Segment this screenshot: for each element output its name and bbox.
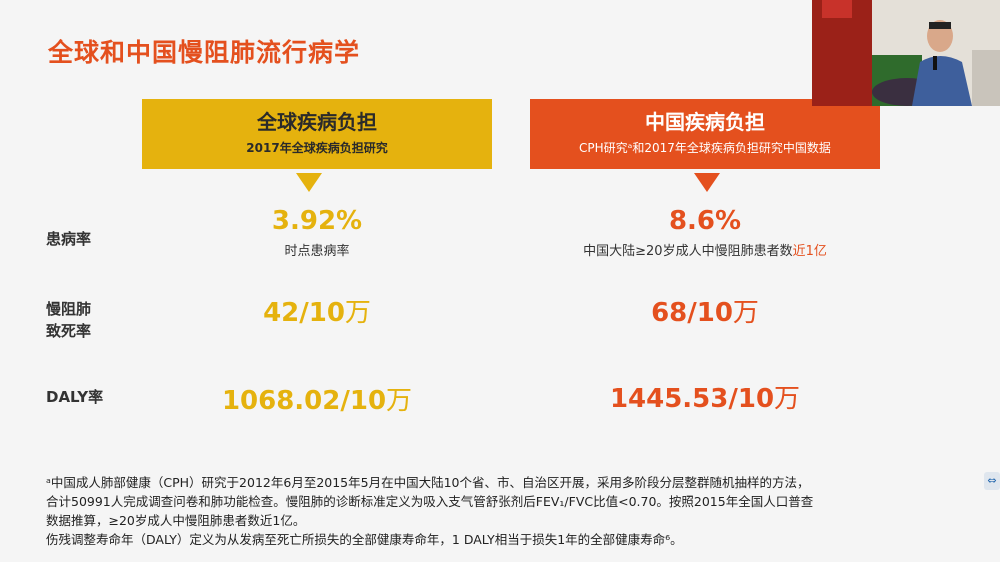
- china-prevalence-desc-main: 中国大陆≥20岁成人中慢阻肺患者数: [583, 244, 793, 259]
- prevalence-label: 患病率: [46, 230, 92, 248]
- global-burden-heading: 全球疾病负担: [257, 110, 377, 134]
- china-burden-subheading: CPH研究ᵃ和2017年全球疾病负担研究中国数据: [579, 141, 831, 155]
- china-mortality-value: 68/10万: [651, 298, 759, 328]
- presenter-video-image: [812, 0, 1000, 106]
- global-prevalence-value: 3.92%: [271, 206, 363, 236]
- footnotes: ᵃ中国成人肺部健康（CPH）研究于2012年6月至2015年5月在中国大陆10个…: [46, 473, 946, 549]
- china-prevalence-desc-highlight: 近1亿: [792, 244, 827, 259]
- slide-title: 全球和中国慢阻肺流行病学: [48, 38, 361, 67]
- presenter-video: [812, 0, 1000, 106]
- footnote-line: 伤残调整寿命年（DALY）定义为从发病至死亡所损失的全部健康寿命年，1 DALY…: [46, 532, 683, 547]
- global-mortality-value: 42/10万: [263, 298, 371, 328]
- global-burden-header: 全球疾病负担 2017年全球疾病负担研究: [142, 99, 492, 169]
- china-daly-value: 1445.53/10万: [609, 384, 801, 414]
- daly-label: DALY率: [46, 388, 104, 406]
- footnote-line: 数据推算，≥20岁成人中慢阻肺患者数近1亿。: [46, 513, 306, 528]
- global-burden-subheading: 2017年全球疾病负担研究: [246, 141, 388, 155]
- global-daly-value: 1068.02/10万: [221, 386, 413, 416]
- china-prevalence-desc: 中国大陆≥20岁成人中慢阻肺患者数近1亿: [530, 240, 880, 259]
- mortality-label-line1: 慢阻肺: [46, 300, 92, 318]
- china-burden-heading: 中国疾病负担: [645, 110, 765, 134]
- china-prevalence-value: 8.6%: [668, 206, 742, 236]
- china-down-arrow-icon: [694, 173, 720, 192]
- mortality-label-line2: 致死率: [46, 322, 92, 340]
- global-prevalence-desc: 时点患病率: [284, 244, 350, 259]
- side-panel-toggle-icon[interactable]: ⇔: [984, 472, 1000, 490]
- global-down-arrow-icon: [296, 173, 322, 192]
- footnote-line: ᵃ中国成人肺部健康（CPH）研究于2012年6月至2015年5月在中国大陆10个…: [46, 475, 810, 490]
- footnote-line: 合计50991人完成调查问卷和肺功能检查。慢阻肺的诊断标准定义为吸入支气管舒张剂…: [46, 494, 814, 509]
- china-burden-header: 中国疾病负担 CPH研究ᵃ和2017年全球疾病负担研究中国数据: [530, 99, 880, 169]
- mortality-label: 慢阻肺 致死率: [46, 298, 91, 342]
